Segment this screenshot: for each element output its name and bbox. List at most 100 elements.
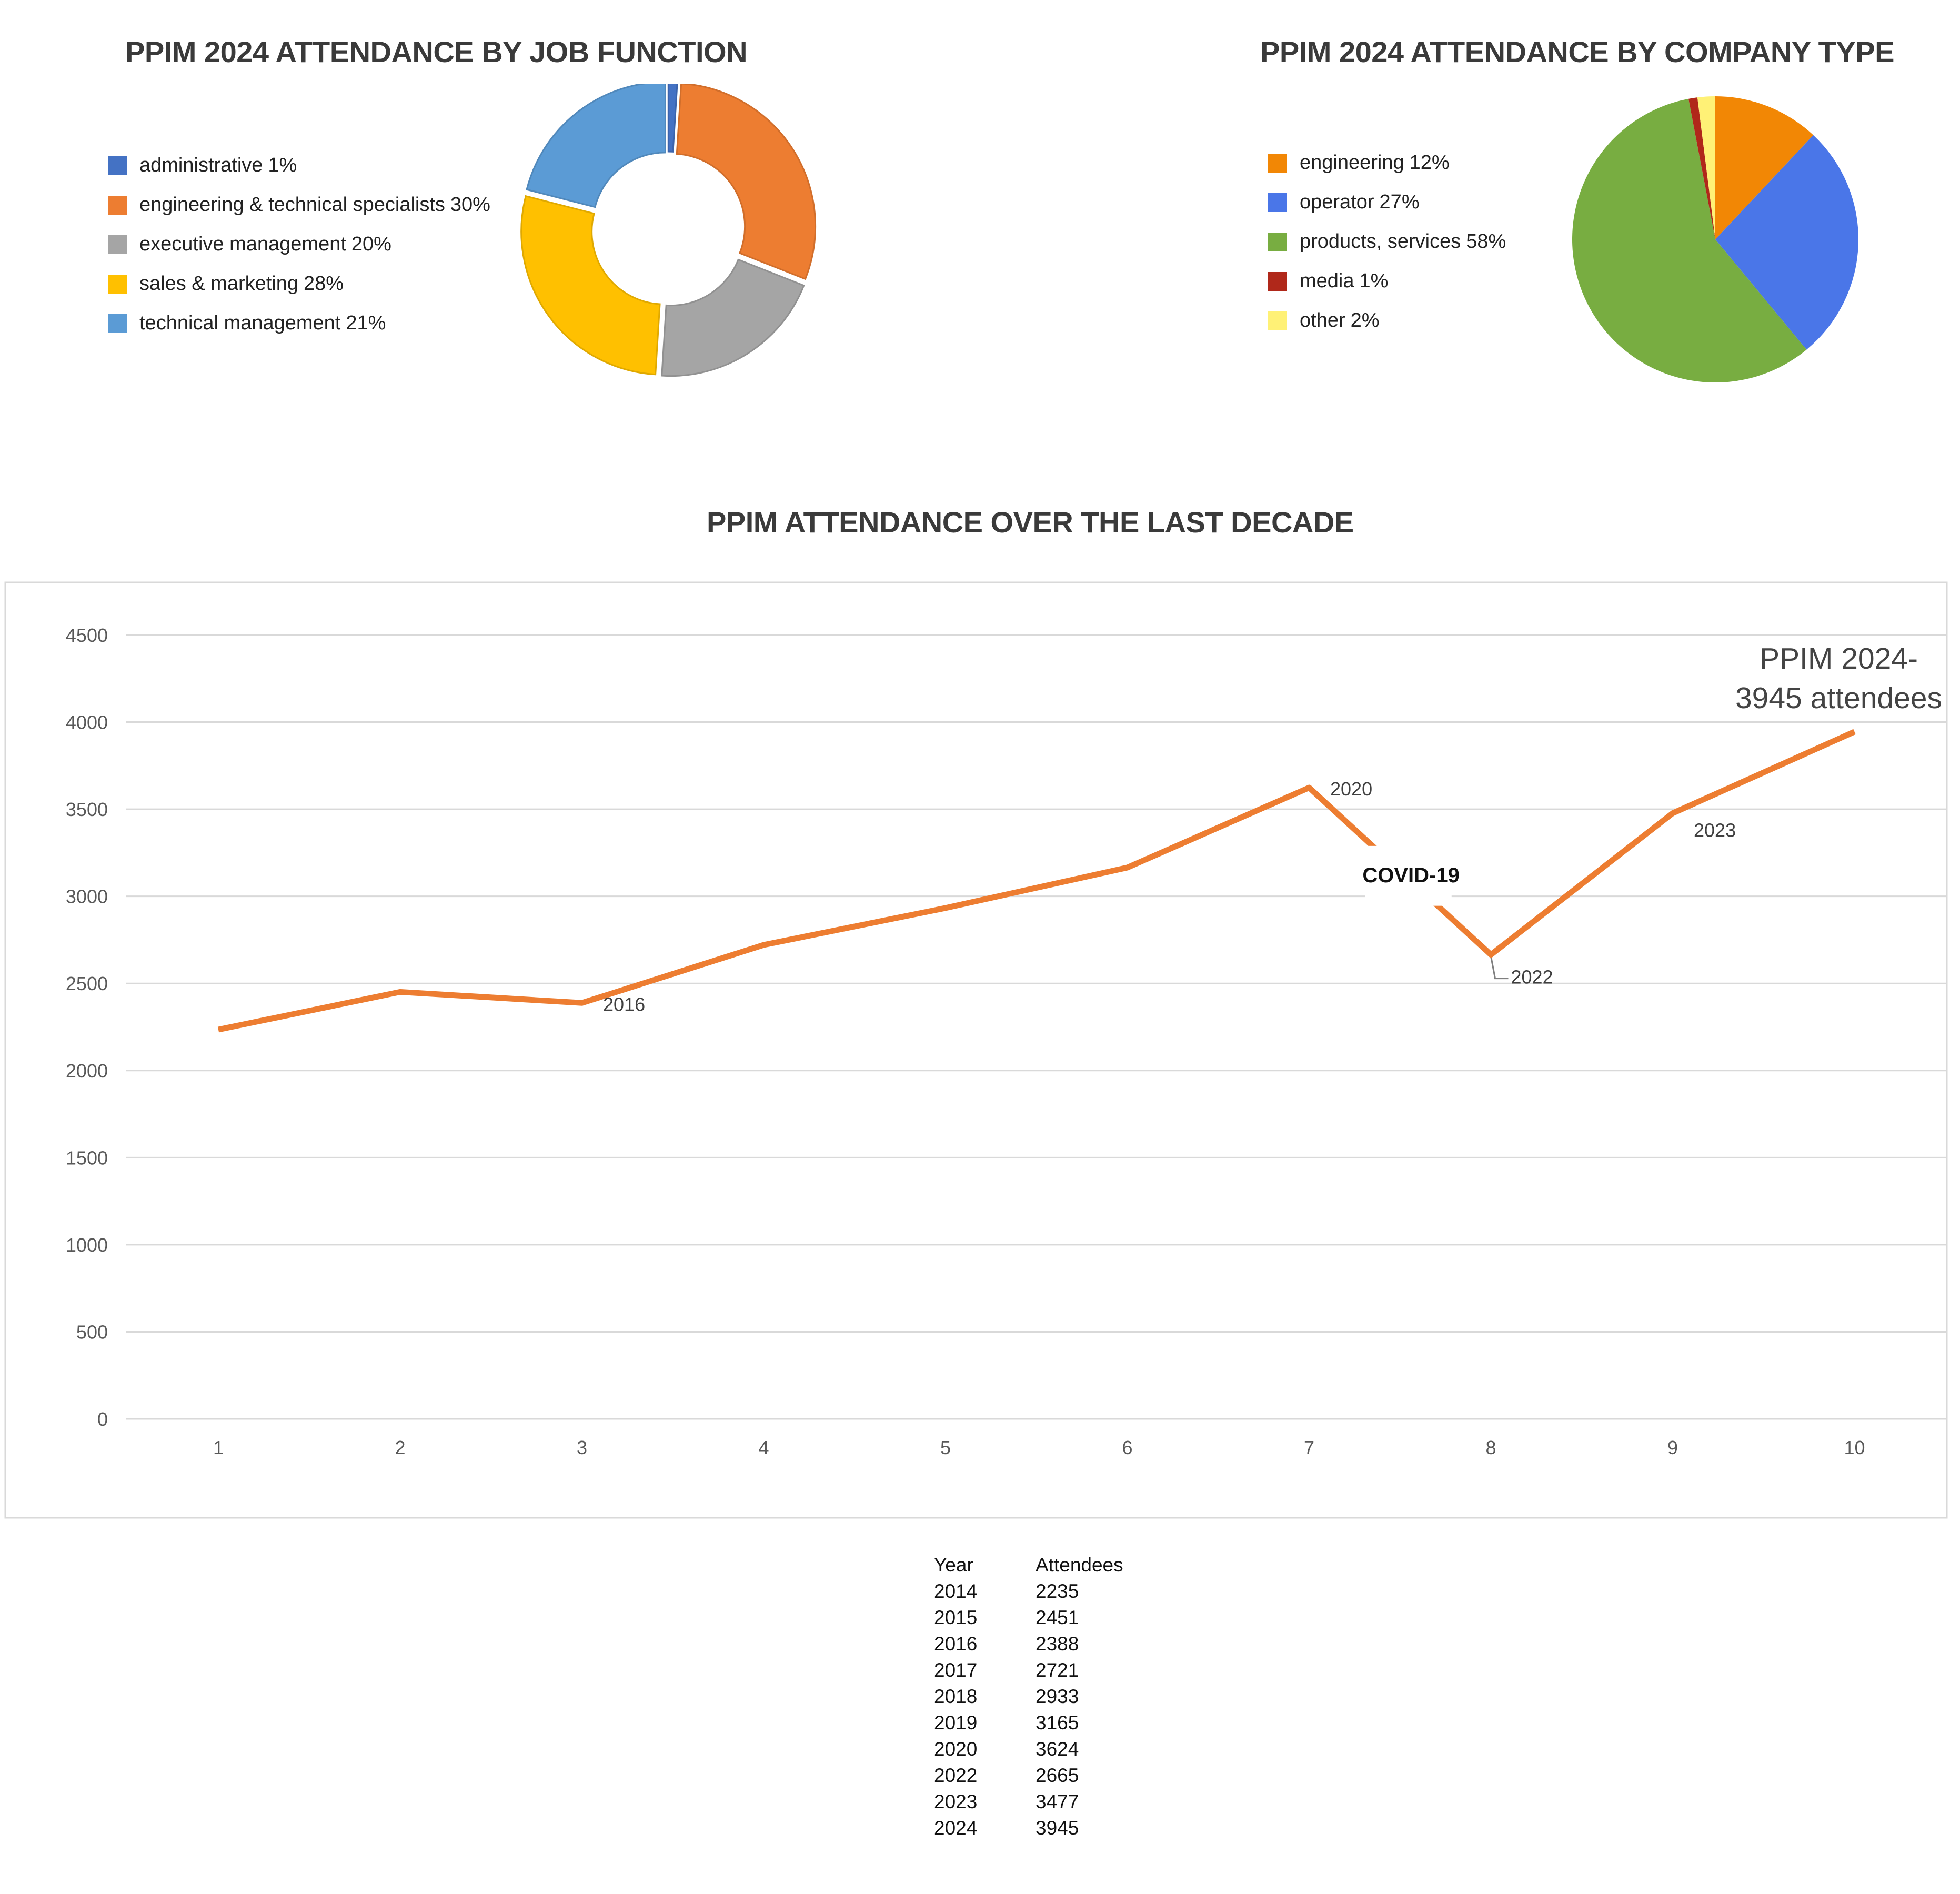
x-tick-label: 4 (758, 1437, 769, 1458)
legend-item: other 2% (1268, 301, 1506, 340)
legend-percent: 21% (346, 312, 386, 334)
table-cell-attendees: 3165 (1036, 1712, 1079, 1734)
legend-swatch (1268, 311, 1287, 330)
table-row: 2017 2721 (934, 1657, 1123, 1684)
legend-item: administrative 1% (108, 146, 490, 185)
y-tick-label: 1500 (66, 1147, 108, 1168)
legend-label: engineering & technical specialists (139, 194, 445, 216)
y-tick-label: 3500 (66, 799, 108, 820)
y-tick-label: 2500 (66, 973, 108, 994)
point-label: 2020 (1330, 778, 1372, 800)
y-tick-label: 2000 (66, 1060, 108, 1082)
x-tick-label: 1 (213, 1437, 224, 1458)
legend-swatch (108, 195, 127, 215)
legend-swatch (108, 235, 127, 254)
legend-item: products, services 58% (1268, 222, 1506, 261)
table-row: 2020 3624 (934, 1736, 1123, 1762)
table-cell-attendees: 3945 (1036, 1817, 1079, 1839)
job-function-donut-chart (520, 84, 817, 377)
legend-label: administrative (139, 154, 263, 176)
legend-percent: 28% (304, 273, 344, 295)
y-tick-label: 1000 (66, 1234, 108, 1256)
legend-swatch (1268, 232, 1287, 251)
legend-item: media 1% (1268, 261, 1506, 301)
legend-percent: 58% (1466, 230, 1506, 253)
legend-item: executive management 20% (108, 225, 490, 264)
x-tick-label: 6 (1122, 1437, 1132, 1458)
y-tick-label: 500 (76, 1321, 108, 1343)
legend-percent: 1% (1359, 270, 1389, 292)
legend-percent: 2% (1350, 309, 1380, 331)
legend-swatch (108, 314, 127, 333)
table-row: 2022 2665 (934, 1762, 1123, 1789)
donut-slice (676, 84, 817, 280)
donut-slice (667, 84, 678, 153)
table-cell-year: 2023 (934, 1791, 978, 1812)
decade-line-chart-title: PPIM ATTENDANCE OVER THE LAST DECADE (707, 506, 1354, 539)
table-cell-year: 2016 (934, 1633, 978, 1655)
table-header-year: Year (934, 1554, 973, 1576)
donut-slice (661, 258, 805, 377)
job-function-chart-title: PPIM 2024 ATTENDANCE BY JOB FUNCTION (125, 35, 748, 68)
legend-swatch (108, 156, 127, 175)
pie-slice (1697, 96, 1715, 239)
pie-slice (1572, 98, 1807, 382)
legend-label: technical management (139, 312, 341, 334)
table-row: 2016 2388 (934, 1631, 1123, 1657)
y-tick-label: 4500 (66, 624, 108, 646)
table-cell-attendees: 2388 (1036, 1633, 1079, 1655)
table-cell-attendees: 2933 (1036, 1686, 1079, 1707)
ppim-2024-callout-line1: PPIM 2024- (1760, 642, 1918, 676)
company-type-chart-title: PPIM 2024 ATTENDANCE BY COMPANY TYPE (1260, 35, 1894, 68)
table-cell-attendees: 2665 (1036, 1765, 1079, 1786)
company-type-legend: engineering 12% operator 27% products, servi… (1268, 143, 1506, 340)
x-tick-label: 2 (395, 1437, 405, 1458)
table-row: 2019 3165 (934, 1710, 1123, 1736)
label-2022-leader-line (1490, 956, 1509, 980)
pie-slice (1715, 135, 1858, 350)
table-cell-attendees: 3477 (1036, 1791, 1079, 1812)
x-tick-label: 5 (940, 1437, 951, 1458)
company-type-pie-chart (1572, 96, 1858, 382)
x-tick-label: 8 (1485, 1437, 1496, 1458)
x-tick-label: 9 (1667, 1437, 1678, 1458)
line-chart-frame (4, 581, 1948, 1519)
table-row: 2023 3477 (934, 1789, 1123, 1815)
table-cell-attendees: 2721 (1036, 1659, 1079, 1681)
legend-swatch (1268, 271, 1287, 291)
y-tick-label: 4000 (66, 712, 108, 733)
legend-percent: 27% (1379, 191, 1420, 213)
legend-swatch (1268, 193, 1287, 212)
y-tick-label: 0 (97, 1408, 108, 1430)
attendance-table-header-row: Year Attendees (934, 1552, 1123, 1578)
x-tick-label: 10 (1844, 1437, 1865, 1458)
legend-label: executive management (139, 233, 346, 255)
legend-label: other (1300, 309, 1345, 331)
legend-label: operator (1300, 191, 1374, 213)
table-row: 2018 2933 (934, 1684, 1123, 1710)
legend-swatch (1268, 153, 1287, 173)
table-cell-attendees: 3624 (1036, 1738, 1079, 1760)
legend-percent: 20% (351, 233, 391, 255)
legend-percent: 30% (450, 194, 490, 216)
table-cell-attendees: 2235 (1036, 1580, 1079, 1602)
legend-item: sales & marketing 28% (108, 264, 490, 304)
attendance-series-line (217, 729, 1856, 1033)
legend-percent: 12% (1409, 152, 1450, 174)
table-header-attendees: Attendees (1036, 1554, 1123, 1576)
point-label: 2022 (1511, 966, 1553, 988)
point-label: 2016 (603, 993, 645, 1015)
decade-line-chart: 0 500 1000 1500 2000 2500 3000 3500 4000 4500 1 2 3… (4, 581, 1948, 1519)
table-cell-attendees: 2451 (1036, 1607, 1079, 1628)
table-row: 2015 2451 (934, 1605, 1123, 1631)
y-tick-label: 3000 (66, 886, 108, 908)
table-cell-year: 2017 (934, 1659, 978, 1681)
legend-item: engineering 12% (1268, 143, 1506, 183)
legend-label: media (1300, 270, 1354, 292)
job-function-legend: administrative 1% engineering & technical … (108, 146, 490, 343)
legend-label: products, services (1300, 230, 1461, 253)
ppim-2024-callout-line2: 3945 attendees (1735, 681, 1942, 715)
donut-slice (520, 195, 661, 376)
legend-item: engineering & technical specialists 30% (108, 185, 490, 225)
legend-label: sales & marketing (139, 273, 299, 295)
